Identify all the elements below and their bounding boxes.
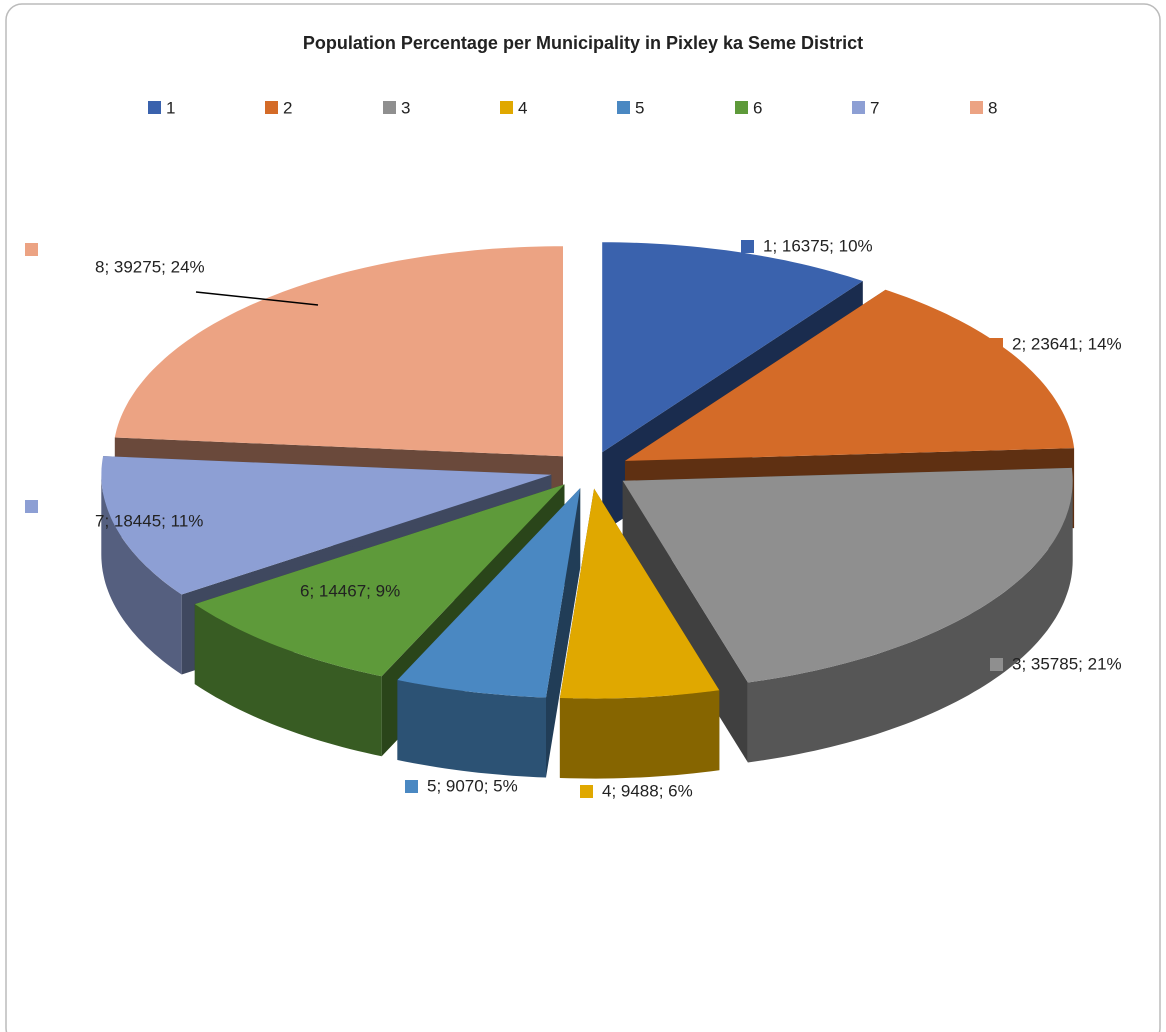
legend-label: 7 [870,98,879,117]
slice-outer-wall [559,690,720,779]
data-label: 1; 16375; 10% [763,236,873,255]
slice-top [397,488,581,698]
data-label-swatch [580,785,593,798]
data-label-swatch [25,500,38,513]
slice-top [101,456,552,595]
slice [622,467,1073,763]
slice-top [622,467,1073,683]
chart-title: Population Percentage per Municipality i… [303,33,863,53]
legend-swatch [617,101,630,114]
legend-swatch [148,101,161,114]
legend-label: 5 [635,98,644,117]
data-label-swatch [990,338,1003,351]
legend-label: 8 [988,98,997,117]
data-label: 7; 18445; 11% [95,511,203,530]
chart-border [5,3,1161,1032]
slice [397,488,581,778]
data-label-swatch [741,240,754,253]
legend-swatch [265,101,278,114]
data-label-swatch [990,658,1003,671]
legend-swatch [383,101,396,114]
legend-label: 6 [753,98,762,117]
slice-top [559,488,720,699]
slice-top [602,242,863,453]
slice-top [194,484,565,677]
legend-label: 4 [518,98,527,117]
data-label: 2; 23641; 14% [1012,334,1122,353]
data-label: 8; 39275; 24% [95,257,205,276]
slice [559,488,720,779]
data-label: 6; 14467; 9% [300,581,400,600]
slice-top [114,246,564,457]
legend-label: 3 [401,98,410,117]
leader-line [195,291,319,306]
legend-swatch [970,101,983,114]
data-label: 5; 9070; 5% [427,776,518,795]
legend-swatch [500,101,513,114]
legend-label: 1 [166,98,175,117]
slice-outer-wall [397,680,546,778]
data-label: 4; 9488; 6% [602,781,693,800]
data-label-swatch [405,780,418,793]
data-label-swatch [25,243,38,256]
legend-label: 2 [283,98,292,117]
legend-swatch [735,101,748,114]
legend-swatch [852,101,865,114]
slice-top [625,289,1075,461]
data-label: 3; 35785; 21% [1012,654,1122,673]
slice-outer-wall [747,480,1073,763]
slice-outer-wall [194,604,382,757]
slice-outer-wall [101,474,182,675]
